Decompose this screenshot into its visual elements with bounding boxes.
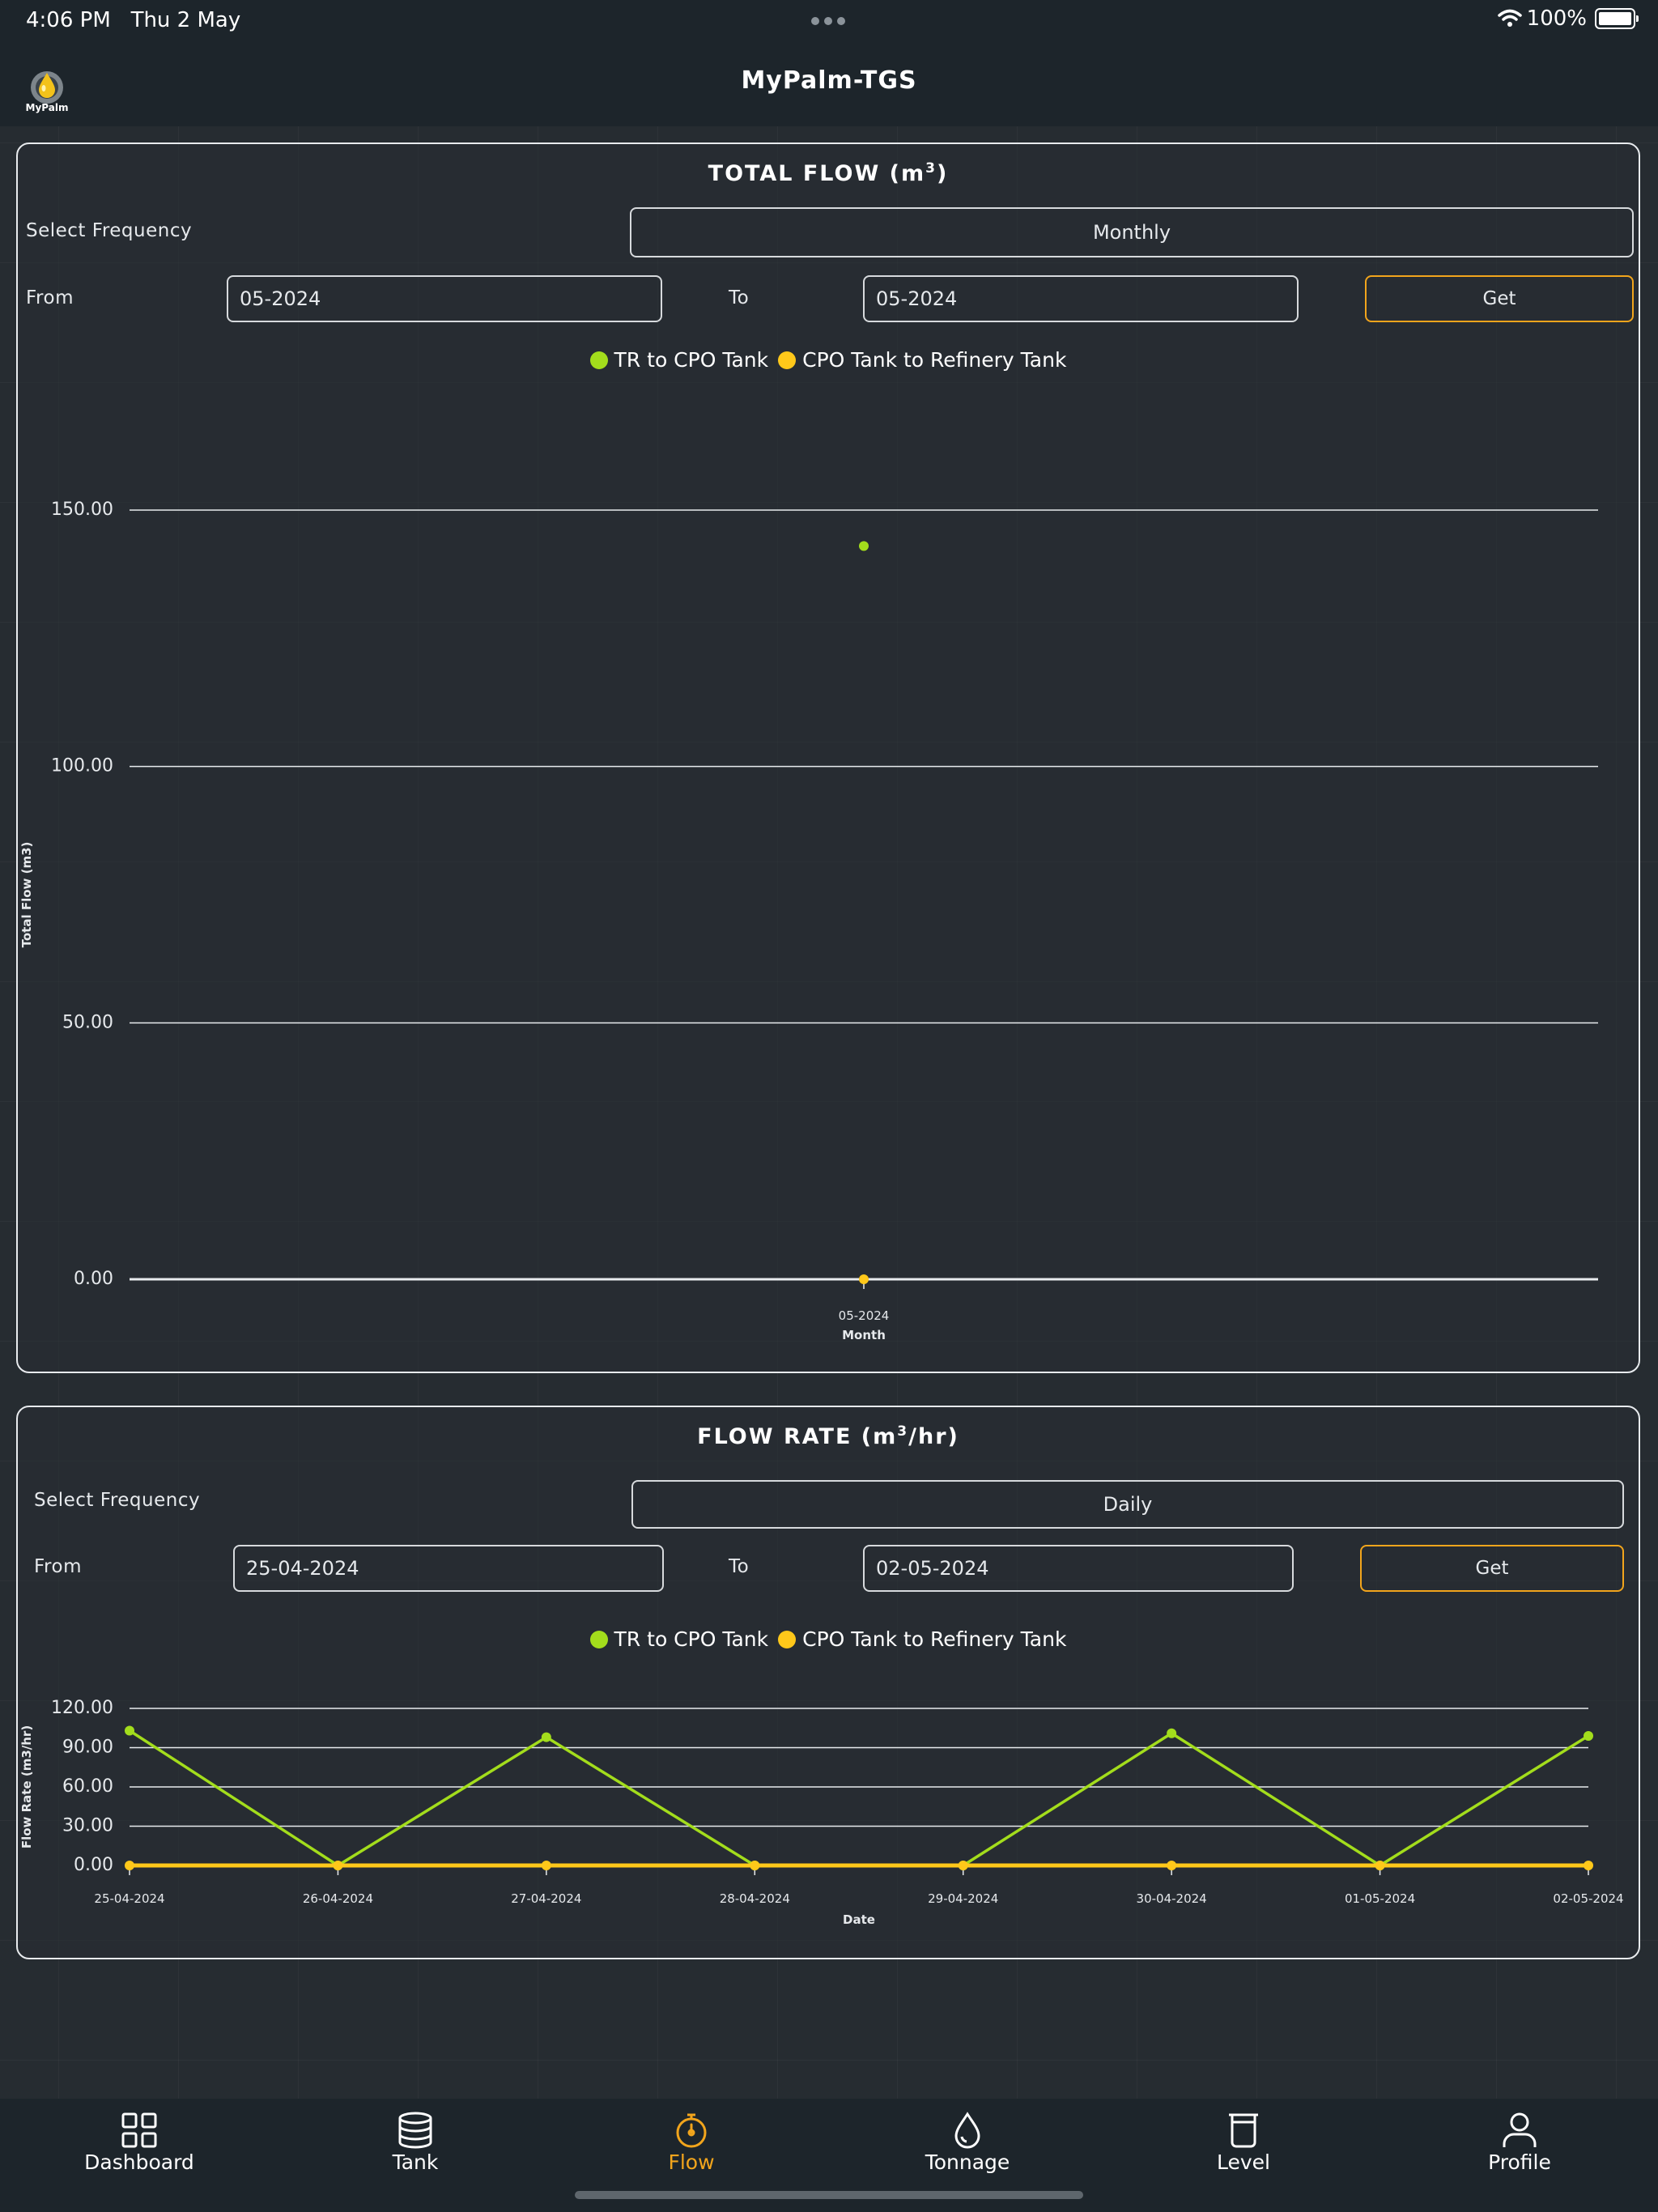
x-axis-label: Month — [842, 1328, 886, 1342]
tab-label: Level — [1217, 2150, 1270, 2174]
grid-icon — [121, 2112, 157, 2148]
data-point — [859, 541, 869, 551]
data-point — [1375, 1861, 1385, 1870]
frequency-select[interactable]: Monthly — [630, 207, 1634, 257]
status-time-date: 4:06 PM Thu 2 May — [26, 8, 240, 32]
tab-flow[interactable]: Flow — [610, 2099, 772, 2180]
battery-icon — [1595, 8, 1639, 29]
tab-label: Tank — [392, 2150, 439, 2174]
chart-legend: TR to CPO Tank CPO Tank to Refinery Tank — [18, 348, 1639, 372]
battery-percentage: 100% — [1526, 6, 1587, 31]
x-tick-label: 25-04-2024 — [94, 1891, 164, 1906]
legend-dot-icon — [778, 351, 797, 369]
y-axis-label: Flow Rate (m3/hr) — [19, 1725, 34, 1848]
status-bar: 4:06 PM Thu 2 May 100% — [0, 0, 1658, 40]
stopwatch-icon — [676, 2113, 707, 2148]
total-flow-card: TOTAL FLOW (m3) Select Frequency Monthly… — [16, 143, 1640, 1373]
status-time: 4:06 PM — [26, 8, 111, 32]
select-frequency-label: Select Frequency — [34, 1490, 201, 1511]
y-tick-label: 90.00 — [62, 1738, 113, 1758]
mypalm-logo-icon — [31, 71, 63, 104]
y-tick-label: 30.00 — [62, 1816, 113, 1836]
frequency-select[interactable]: Daily — [631, 1480, 1624, 1529]
tab-level[interactable]: Level — [1163, 2099, 1324, 2180]
x-tick-label: 30-04-2024 — [1137, 1891, 1207, 1906]
data-point — [125, 1725, 134, 1736]
legend-item-cpo-to-refinery[interactable]: CPO Tank to Refinery Tank — [778, 1627, 1066, 1651]
tab-label: Flow — [668, 2150, 715, 2174]
get-button[interactable]: Get — [1365, 275, 1634, 322]
page-title: MyPalm-TGS — [741, 66, 917, 95]
legend-dot-icon — [589, 1630, 608, 1648]
home-indicator[interactable] — [575, 2191, 1083, 2199]
y-tick-label: 60.00 — [62, 1776, 113, 1797]
from-date-input[interactable]: 05-2024 — [227, 275, 662, 322]
get-button[interactable]: Get — [1360, 1545, 1624, 1592]
y-axis-label: Total Flow (m3) — [19, 842, 34, 948]
legend-dot-icon — [778, 1630, 797, 1648]
y-tick-label: 120.00 — [51, 1698, 113, 1718]
status-right: 100% — [1497, 6, 1639, 31]
x-tick-label: 05-2024 — [839, 1308, 890, 1323]
total-flow-title: TOTAL FLOW (m3) — [708, 160, 949, 186]
user-icon — [1503, 2112, 1537, 2147]
data-point — [125, 1861, 134, 1870]
data-point — [750, 1861, 760, 1870]
data-point — [859, 1274, 869, 1284]
wifi-icon — [1497, 9, 1522, 27]
legend-dot-icon — [589, 351, 608, 369]
x-tick-label: 26-04-2024 — [303, 1891, 373, 1906]
tab-tonnage[interactable]: Tonnage — [886, 2099, 1048, 2180]
tab-label: Tonnage — [925, 2150, 1010, 2174]
to-date-input[interactable]: 05-2024 — [863, 275, 1299, 322]
data-point — [1584, 1730, 1593, 1741]
tab-tank[interactable]: Tank — [334, 2099, 496, 2180]
logo-text: MyPalm — [25, 102, 69, 113]
total-flow-chart: 0.00 50.00 100.00 150.00 05-2024 Month Total F… — [19, 500, 1598, 1342]
flow-rate-chart: 0.00 30.00 60.00 90.00 120.00 25-04-2024 26-04… — [19, 1698, 1624, 1927]
from-date-input[interactable]: 25-04-2024 — [233, 1545, 664, 1592]
x-tick-label: 01-05-2024 — [1345, 1891, 1415, 1906]
to-label: To — [729, 287, 750, 308]
y-tick-label: 50.00 — [62, 1012, 113, 1032]
database-icon — [398, 2112, 432, 2149]
from-label: From — [26, 287, 74, 308]
chart-legend: TR to CPO Tank CPO Tank to Refinery Tank — [18, 1627, 1639, 1651]
data-point — [541, 1861, 551, 1870]
from-label: From — [34, 1556, 82, 1577]
legend-item-cpo-to-refinery[interactable]: CPO Tank to Refinery Tank — [778, 348, 1066, 372]
y-tick-label: 0.00 — [74, 1855, 113, 1875]
x-axis-label: Date — [843, 1912, 875, 1927]
y-tick-label: 0.00 — [74, 1269, 113, 1289]
x-tick-label: 28-04-2024 — [720, 1891, 790, 1906]
data-point — [958, 1861, 968, 1870]
data-point — [1167, 1728, 1177, 1738]
x-tick-label: 27-04-2024 — [511, 1891, 581, 1906]
beaker-icon — [1229, 2113, 1258, 2148]
tab-label: Profile — [1488, 2150, 1551, 2174]
status-date: Thu 2 May — [130, 8, 241, 32]
to-date-input[interactable]: 02-05-2024 — [863, 1545, 1294, 1592]
legend-item-tr-to-cpo[interactable]: TR to CPO Tank — [589, 348, 768, 372]
legend-item-tr-to-cpo[interactable]: TR to CPO Tank — [589, 1627, 768, 1651]
to-label: To — [729, 1556, 750, 1577]
flow-rate-card: FLOW RATE (m3/hr) Select Frequency Daily… — [16, 1406, 1640, 1959]
data-point — [541, 1732, 551, 1742]
tab-label: Dashboard — [84, 2150, 194, 2174]
flow-rate-title: FLOW RATE (m3/hr) — [697, 1423, 959, 1449]
tab-dashboard[interactable]: Dashboard — [58, 2099, 220, 2180]
data-point — [1167, 1861, 1177, 1870]
data-point — [333, 1861, 343, 1870]
y-tick-label: 150.00 — [51, 500, 113, 520]
x-tick-label: 29-04-2024 — [928, 1891, 998, 1906]
x-tick-label: 02-05-2024 — [1553, 1891, 1623, 1906]
select-frequency-label: Select Frequency — [26, 220, 193, 241]
app-header: MyPalm MyPalm-TGS — [0, 40, 1658, 126]
y-tick-label: 100.00 — [51, 756, 113, 776]
data-point — [1584, 1861, 1593, 1870]
tab-profile[interactable]: Profile — [1439, 2099, 1601, 2180]
droplet-icon — [954, 2112, 980, 2149]
series-line-1 — [129, 1729, 1589, 1868]
multitasking-dots-icon[interactable] — [811, 13, 850, 28]
